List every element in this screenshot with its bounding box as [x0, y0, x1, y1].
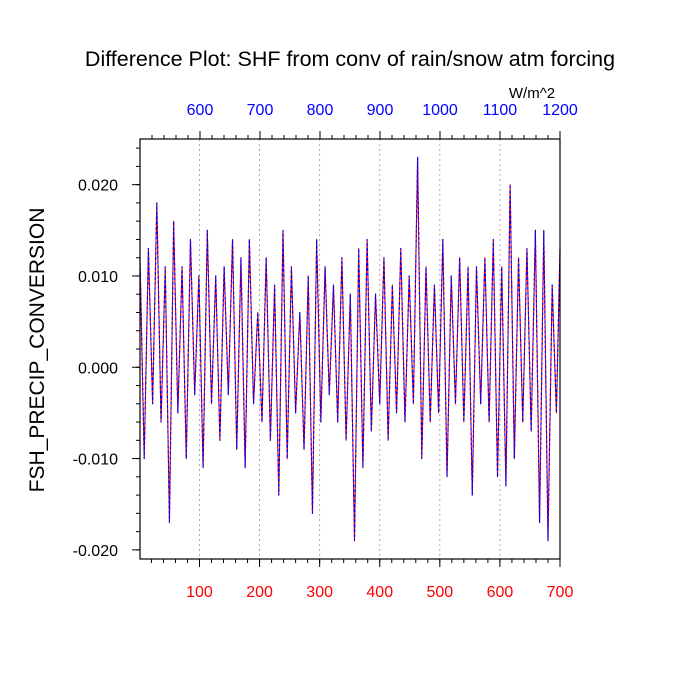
- axis-layer: 100 200 300 400 500 600 700 600 700 800 900 1000 110…: [73, 102, 578, 601]
- plot-frame: [139, 138, 561, 560]
- bottom-tick-label: 400: [366, 584, 393, 601]
- top-tick-label: 900: [367, 102, 394, 119]
- top-tick-label: 1100: [483, 102, 518, 119]
- grid-layer: [199, 139, 501, 559]
- series-blue: [139, 156, 561, 542]
- bottom-tick-label: 700: [547, 584, 574, 601]
- top-axis-units-label: W/m^2: [509, 85, 555, 102]
- left-tick-label: 0.000: [78, 360, 118, 377]
- left-tick-label: -0.010: [73, 452, 118, 469]
- bottom-tick-label: 200: [246, 584, 273, 601]
- bottom-tick-label: 300: [306, 584, 333, 601]
- left-tick-label: 0.020: [78, 178, 118, 195]
- chart-title: Difference Plot: SHF from conv of rain/s…: [85, 47, 615, 71]
- bottom-tick-label: 100: [186, 584, 213, 601]
- top-tick-label: 800: [307, 102, 334, 119]
- top-tick-label: 600: [187, 102, 214, 119]
- y-axis-label: FSH_PRECIP_CONVERSION: [26, 208, 49, 493]
- top-tick-label: 700: [247, 102, 274, 119]
- series-red: [139, 156, 561, 542]
- left-tick-label: -0.020: [73, 543, 118, 560]
- bottom-tick-label: 600: [487, 584, 514, 601]
- bottom-tick-label: 500: [426, 584, 453, 601]
- top-tick-label: 1000: [422, 102, 458, 119]
- top-tick-label: 1200: [542, 102, 578, 119]
- series-layer: [139, 156, 561, 542]
- left-tick-label: 0.010: [78, 269, 118, 286]
